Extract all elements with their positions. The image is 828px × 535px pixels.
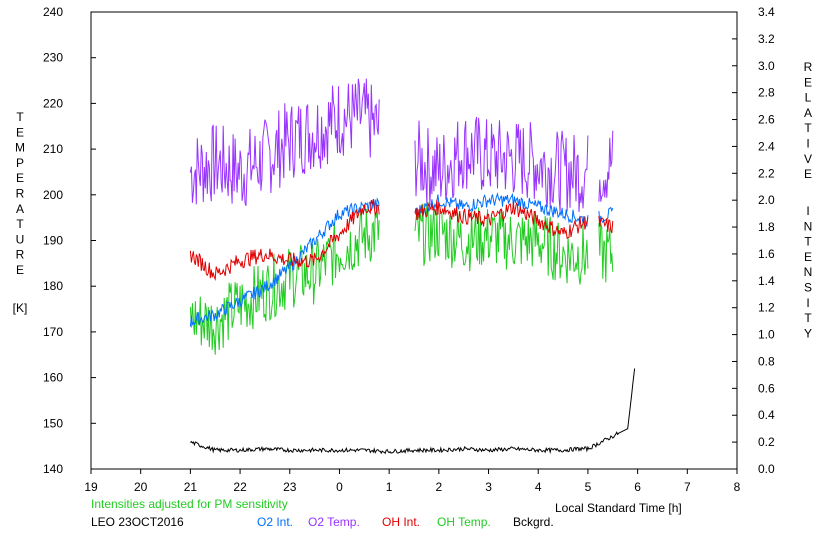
left-tick-label: 210 [43, 142, 63, 156]
right-axis-title-letter: L [805, 91, 812, 105]
series-oh-int [189, 198, 614, 281]
right-axis-title-letter: E [804, 75, 812, 89]
left-axis-title-letter: E [16, 171, 24, 185]
left-tick-label: 230 [43, 51, 63, 65]
x-tick-label: 0 [336, 480, 343, 494]
left-tick-label: 160 [43, 371, 63, 385]
right-axis-title-letter: I [806, 296, 809, 310]
x-tick-label: 21 [184, 480, 198, 494]
x-tick-label: 19 [84, 480, 98, 494]
x-tick-label: 2 [436, 480, 443, 494]
right-tick-label: 0.0 [758, 462, 775, 476]
left-axis-title-letter: U [16, 232, 25, 246]
right-tick-label: 1.0 [758, 328, 775, 342]
series-bckgrd [190, 368, 636, 455]
left-tick-label: 240 [43, 5, 63, 19]
right-tick-label: 3.0 [758, 59, 775, 73]
x-axis-title: Local Standard Time [h] [555, 501, 682, 515]
left-axis-title-letter: R [16, 248, 25, 262]
left-axis-title-letter: A [16, 202, 24, 216]
left-tick-label: 200 [43, 188, 63, 202]
right-tick-label: 3.2 [758, 32, 775, 46]
left-axis-title-letter: T [16, 217, 24, 231]
right-tick-label: 2.4 [758, 139, 775, 153]
x-tick-label: 22 [233, 480, 247, 494]
legend-item: OH Int. [382, 515, 421, 529]
right-axis-title-letter: N [804, 219, 813, 233]
legend-item: O2 Int. [257, 515, 294, 529]
left-axis-title-letter: T [16, 110, 24, 124]
left-tick-label: 150 [43, 416, 63, 430]
chart-frame [90, 11, 738, 474]
series-o2-int [189, 192, 614, 327]
series-layer [189, 78, 636, 455]
legend-item: OH Temp. [437, 515, 491, 529]
legend-item: O2 Temp. [308, 515, 360, 529]
right-tick-label: 0.4 [758, 408, 775, 422]
left-axis-unit: [K] [13, 301, 28, 315]
left-axis-title-letter: R [16, 187, 25, 201]
right-axis-title-letter: I [806, 137, 809, 151]
x-tick-label: 7 [684, 480, 691, 494]
left-tick-label: 220 [43, 96, 63, 110]
right-axis-title-letter: I [806, 204, 809, 218]
right-axis-title-letter: N [804, 265, 813, 279]
x-tick-label: 5 [585, 480, 592, 494]
right-tick-label: 1.4 [758, 274, 775, 288]
x-tick-label: 23 [283, 480, 297, 494]
series-oh-temp [189, 201, 614, 355]
right-axis-title-letter: R [804, 60, 813, 74]
left-axis-title-letter: E [16, 125, 24, 139]
right-tick-label: 1.8 [758, 220, 775, 234]
right-tick-label: 3.4 [758, 5, 775, 19]
right-axis-title-letter: S [804, 281, 812, 295]
right-tick-label: 1.6 [758, 247, 775, 261]
station-label: LEO 23OCT2016 [91, 515, 184, 529]
left-tick-label: 180 [43, 279, 63, 293]
legend-item: Bckgrd. [513, 515, 554, 529]
axis-labels: 1401501601701801902002102202302400.00.20… [13, 5, 813, 494]
right-tick-label: 0.8 [758, 354, 775, 368]
right-tick-label: 1.2 [758, 301, 775, 315]
right-tick-label: 2.8 [758, 86, 775, 100]
right-tick-label: 2.6 [758, 113, 775, 127]
left-axis-title-letter: M [15, 141, 25, 155]
sensitivity-note: Intensities adjusted for PM sensitivity [91, 497, 288, 511]
x-tick-label: 8 [734, 480, 741, 494]
right-axis-title-letter: E [804, 250, 812, 264]
left-tick-label: 190 [43, 234, 63, 248]
right-axis-title-letter: T [804, 235, 812, 249]
right-tick-label: 2.0 [758, 193, 775, 207]
right-axis-title-letter: E [804, 167, 812, 181]
x-tick-label: 4 [535, 480, 542, 494]
right-tick-label: 2.2 [758, 166, 775, 180]
x-tick-label: 6 [634, 480, 641, 494]
left-axis-title-letter: P [16, 156, 24, 170]
series-o2-temp [189, 78, 614, 213]
right-axis-title-letter: T [804, 311, 812, 325]
right-axis-title-letter: V [804, 152, 812, 166]
right-axis-title-letter: T [804, 121, 812, 135]
x-tick-label: 1 [386, 480, 393, 494]
right-axis-title-letter: A [804, 106, 812, 120]
x-tick-label: 3 [485, 480, 492, 494]
right-axis-title-letter: Y [804, 326, 812, 340]
right-tick-label: 0.2 [758, 435, 775, 449]
plot-frame [90, 11, 738, 470]
right-tick-label: 0.6 [758, 381, 775, 395]
left-tick-label: 170 [43, 325, 63, 339]
left-axis-title-letter: E [16, 263, 24, 277]
left-tick-label: 140 [43, 462, 63, 476]
x-tick-label: 20 [134, 480, 148, 494]
